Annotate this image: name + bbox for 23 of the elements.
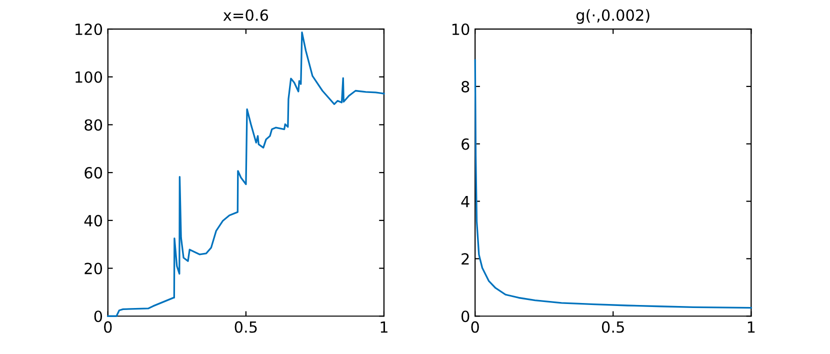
x-tick-label: 1 <box>380 321 388 333</box>
y-tick-label: 2 <box>462 253 469 265</box>
y-tick-label: 40 <box>84 214 102 226</box>
y-tick-label: 0 <box>94 310 102 322</box>
chart-title: g(·,0.002) <box>576 9 650 24</box>
y-tick-label: 8 <box>462 80 470 92</box>
x-tick-label: 0 <box>471 321 479 333</box>
x-tick-label: 0 <box>104 321 112 333</box>
line-series <box>107 32 385 317</box>
x-tick-label: 0.5 <box>234 321 257 333</box>
chart-title: x=0.6 <box>223 9 268 21</box>
y-tick-label: 6 <box>462 138 470 150</box>
y-tick-label: 4 <box>461 196 470 208</box>
y-tick-label: 120 <box>76 23 102 36</box>
x-tick-label: 1 <box>748 321 755 333</box>
y-tick-label: 0 <box>462 310 470 322</box>
y-tick-label: 10 <box>452 23 470 36</box>
y-tick-label: 60 <box>84 167 102 179</box>
y-tick-label: 100 <box>76 71 102 83</box>
line-series <box>474 59 752 309</box>
y-tick-label: 80 <box>84 119 102 131</box>
x-tick-label: 0.5 <box>602 321 624 333</box>
y-tick-label: 20 <box>84 262 102 274</box>
